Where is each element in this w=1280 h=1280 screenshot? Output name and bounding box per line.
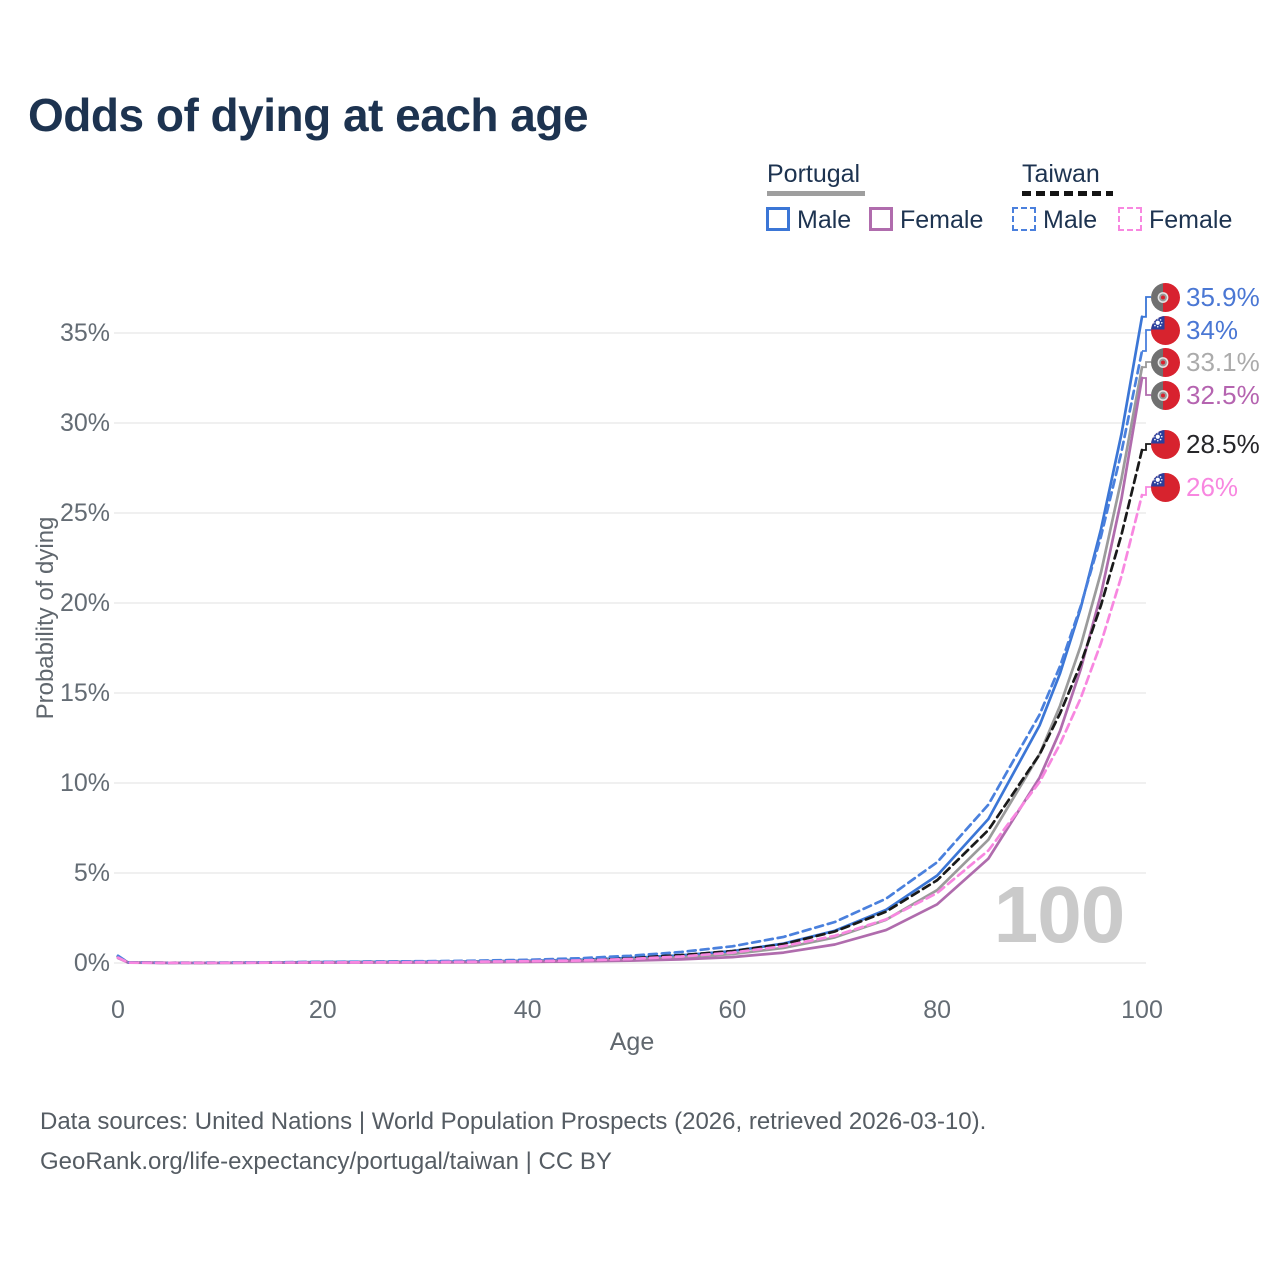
y-tick-5%: 5% bbox=[73, 859, 110, 887]
end-label-value: 35.9% bbox=[1186, 281, 1260, 312]
end-label-portugal-all: 33.1% bbox=[1151, 346, 1260, 377]
taiwan-flag-icon bbox=[1151, 429, 1180, 459]
legend-group-taiwan[interactable]: Taiwan bbox=[1022, 160, 1100, 188]
y-tick-0%: 0% bbox=[73, 949, 110, 977]
end-label-portugal-male: 35.9% bbox=[1151, 281, 1260, 312]
y-tick-15%: 15% bbox=[59, 679, 110, 707]
x-axis-title: Age bbox=[609, 1028, 655, 1056]
y-tick-10%: 10% bbox=[59, 769, 110, 797]
end-label-value: 28.5% bbox=[1186, 428, 1260, 459]
age-watermark: 100 bbox=[993, 870, 1125, 959]
y-tick-20%: 20% bbox=[59, 589, 110, 617]
end-label-taiwan-male: 34% bbox=[1151, 314, 1239, 345]
portugal-flag-icon bbox=[1151, 282, 1180, 312]
end-label-portugal-female: 32.5% bbox=[1151, 379, 1260, 410]
legend-group-portugal[interactable]: Portugal bbox=[767, 160, 861, 188]
series-line-taiwan-female[interactable] bbox=[116, 493, 1144, 965]
x-tick-80: 80 bbox=[923, 996, 952, 1024]
x-tick-100: 100 bbox=[1121, 996, 1163, 1024]
attribution-note[interactable]: GeoRank.org/life-expectancy/portugal/tai… bbox=[40, 1148, 612, 1175]
portugal-line-style-swatch bbox=[767, 191, 865, 196]
legend-label-portugal-male[interactable]: Male bbox=[797, 206, 852, 234]
taiwan-flag-icon bbox=[1151, 472, 1180, 502]
y-tick-35%: 35% bbox=[59, 319, 110, 347]
x-tick-60: 60 bbox=[718, 996, 747, 1024]
legend-swatch-portugal-male[interactable] bbox=[766, 207, 790, 231]
legend-label-taiwan-male[interactable]: Male bbox=[1043, 206, 1098, 234]
legend-swatch-portugal-female[interactable] bbox=[869, 207, 893, 231]
end-label-taiwan-all: 28.5% bbox=[1151, 428, 1260, 459]
end-label-connector-portugal-male bbox=[1142, 296, 1151, 318]
portugal-flag-icon bbox=[1151, 380, 1180, 410]
chart-title: Odds of dying at each age bbox=[28, 89, 589, 141]
legend-label-taiwan-female[interactable]: Female bbox=[1149, 206, 1233, 234]
end-label-value: 32.5% bbox=[1186, 379, 1260, 410]
end-label-taiwan-female: 26% bbox=[1151, 471, 1239, 502]
legend-swatch-taiwan-male[interactable] bbox=[1012, 207, 1036, 231]
end-label-connector-taiwan-male bbox=[1142, 329, 1151, 352]
x-tick-20: 20 bbox=[308, 996, 337, 1024]
taiwan-flag-icon bbox=[1151, 315, 1180, 345]
end-label-value: 26% bbox=[1186, 471, 1239, 502]
end-label-value: 34% bbox=[1186, 314, 1239, 345]
end-label-connector-taiwan-all bbox=[1142, 443, 1151, 451]
legend-label-portugal-female[interactable]: Female bbox=[900, 206, 984, 234]
y-tick-25%: 25% bbox=[59, 499, 110, 527]
portugal-flag-icon bbox=[1151, 347, 1180, 377]
taiwan-line-style-swatch bbox=[1022, 191, 1113, 196]
end-label-connector-taiwan-female bbox=[1142, 486, 1151, 496]
legend-swatch-taiwan-female[interactable] bbox=[1118, 207, 1142, 231]
end-label-connector-portugal-female bbox=[1142, 377, 1151, 396]
x-tick-0: 0 bbox=[111, 996, 125, 1024]
end-label-connector-portugal-all bbox=[1142, 361, 1151, 369]
x-tick-40: 40 bbox=[513, 996, 542, 1024]
y-tick-30%: 30% bbox=[59, 409, 110, 437]
end-label-value: 33.1% bbox=[1186, 346, 1260, 377]
series-line-portugal-male[interactable] bbox=[116, 315, 1144, 965]
data-source-note: Data sources: United Nations | World Pop… bbox=[40, 1108, 987, 1135]
